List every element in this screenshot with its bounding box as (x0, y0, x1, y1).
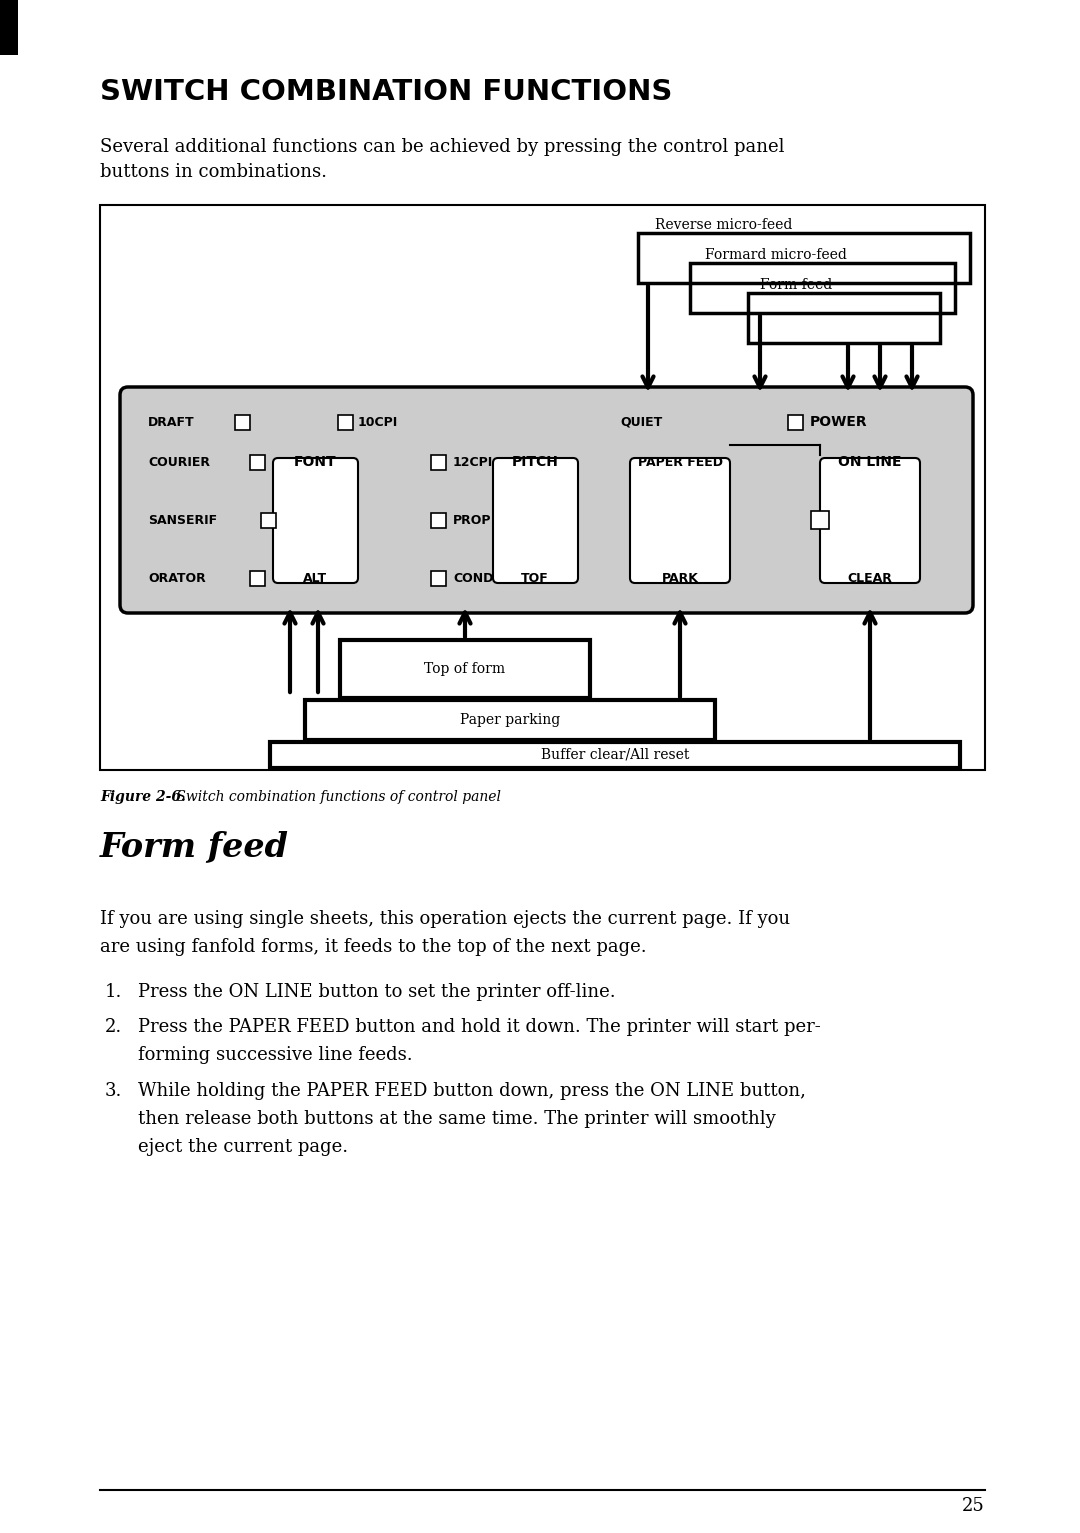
Text: TOF: TOF (522, 572, 549, 584)
Text: Press the ON LINE button to set the printer off-line.: Press the ON LINE button to set the prin… (138, 983, 616, 1001)
Text: ORATOR: ORATOR (148, 572, 206, 584)
Bar (249, 570, 265, 586)
Text: ON LINE: ON LINE (838, 455, 902, 469)
Text: CLEAR: CLEAR (848, 572, 892, 584)
Text: If you are using single sheets, this operation ejects the current page. If you: If you are using single sheets, this ope… (100, 911, 791, 927)
Bar (338, 415, 353, 429)
Bar (788, 415, 804, 429)
Text: then release both buttons at the same time. The printer will smoothly: then release both buttons at the same ti… (138, 1110, 775, 1128)
Bar (0, 0, 18, 55)
Bar (431, 455, 446, 471)
Text: PROP: PROP (453, 514, 491, 526)
Bar (431, 514, 446, 527)
Text: forming successive line feeds.: forming successive line feeds. (138, 1046, 413, 1064)
Text: Figure 2-6.: Figure 2-6. (100, 789, 186, 803)
Text: Reverse micro-feed: Reverse micro-feed (654, 218, 793, 231)
Text: PAPER FEED: PAPER FEED (637, 455, 723, 469)
Text: 12CPI: 12CPI (453, 455, 494, 469)
Text: COND: COND (453, 572, 494, 584)
Text: PITCH: PITCH (512, 455, 558, 469)
Bar (690, 264, 955, 313)
FancyBboxPatch shape (273, 458, 357, 583)
Bar (249, 455, 265, 471)
Text: Form feed: Form feed (100, 829, 289, 863)
Bar (270, 742, 960, 768)
Text: are using fanfold forms, it feeds to the top of the next page.: are using fanfold forms, it feeds to the… (100, 938, 647, 957)
Text: COURIER: COURIER (148, 455, 210, 469)
FancyBboxPatch shape (120, 386, 973, 613)
FancyBboxPatch shape (492, 458, 578, 583)
Bar (261, 514, 276, 527)
Text: SANSERIF: SANSERIF (148, 514, 217, 526)
Text: Press the PAPER FEED button and hold it down. The printer will start per-: Press the PAPER FEED button and hold it … (138, 1018, 821, 1036)
Bar (431, 570, 446, 586)
Text: ALT: ALT (302, 572, 327, 584)
Text: QUIET: QUIET (620, 415, 662, 429)
Text: Several additional functions can be achieved by pressing the control panel: Several additional functions can be achi… (100, 138, 784, 156)
Text: 2.: 2. (105, 1018, 122, 1036)
Text: Formard micro-feed: Formard micro-feed (705, 248, 847, 262)
Bar (811, 510, 829, 529)
Bar (305, 701, 715, 740)
Bar (638, 233, 970, 284)
Text: 1.: 1. (105, 983, 122, 1001)
Text: Paper parking: Paper parking (460, 713, 561, 727)
Text: Buffer clear/All reset: Buffer clear/All reset (541, 748, 689, 762)
Bar (100, 205, 985, 770)
Text: DRAFT: DRAFT (148, 415, 194, 429)
Text: 3.: 3. (105, 1082, 122, 1101)
Bar (235, 415, 249, 429)
Text: POWER: POWER (810, 415, 867, 429)
Text: PARK: PARK (662, 572, 699, 584)
FancyBboxPatch shape (820, 458, 920, 583)
Text: 10CPI: 10CPI (357, 415, 399, 429)
Bar (340, 639, 590, 698)
Text: Switch combination functions of control panel: Switch combination functions of control … (172, 789, 501, 803)
Text: eject the current page.: eject the current page. (138, 1137, 348, 1156)
Text: SWITCH COMBINATION FUNCTIONS: SWITCH COMBINATION FUNCTIONS (100, 78, 673, 106)
Bar (748, 293, 940, 343)
Text: Top of form: Top of form (424, 662, 505, 676)
Text: 25: 25 (962, 1498, 985, 1515)
Text: FONT: FONT (294, 455, 336, 469)
FancyBboxPatch shape (630, 458, 730, 583)
Text: While holding the PAPER FEED button down, press the ON LINE button,: While holding the PAPER FEED button down… (138, 1082, 806, 1101)
Text: buttons in combinations.: buttons in combinations. (100, 162, 327, 181)
Text: Form feed: Form feed (760, 277, 833, 291)
